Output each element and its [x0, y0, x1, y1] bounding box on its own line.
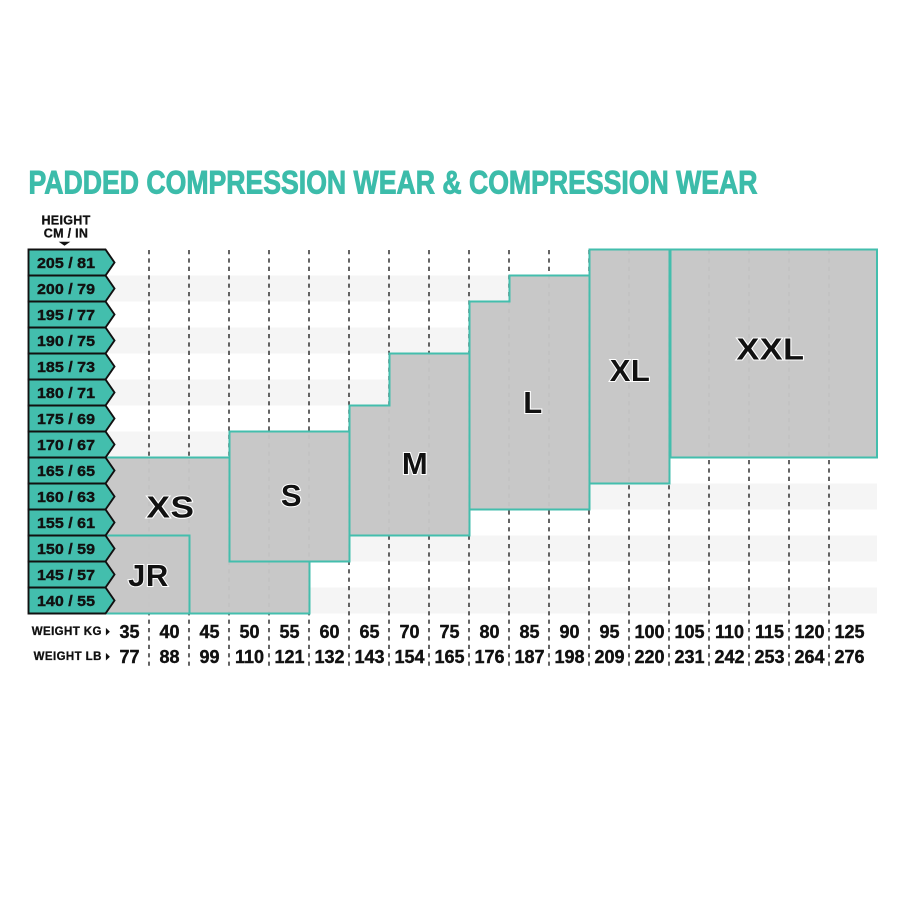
svg-text:100: 100 [634, 622, 664, 642]
svg-text:M: M [402, 446, 428, 481]
svg-text:45: 45 [199, 622, 219, 642]
svg-text:143: 143 [354, 647, 384, 667]
svg-text:145 / 57: 145 / 57 [37, 567, 95, 584]
svg-text:190 / 75: 190 / 75 [37, 333, 95, 350]
svg-text:264: 264 [794, 647, 824, 667]
svg-text:132: 132 [314, 647, 344, 667]
svg-text:160 / 63: 160 / 63 [37, 489, 95, 506]
svg-text:253: 253 [754, 647, 784, 667]
svg-text:XL: XL [610, 353, 651, 388]
svg-text:HEIGHT: HEIGHT [41, 213, 90, 227]
svg-text:105: 105 [674, 622, 704, 642]
svg-text:155 / 61: 155 / 61 [37, 515, 95, 532]
svg-text:115: 115 [755, 622, 784, 642]
svg-text:110: 110 [715, 622, 744, 642]
svg-text:140 / 55: 140 / 55 [37, 593, 95, 610]
svg-text:CM / IN: CM / IN [44, 227, 88, 241]
svg-text:150 / 59: 150 / 59 [37, 541, 95, 558]
svg-text:70: 70 [399, 622, 419, 642]
svg-text:276: 276 [834, 647, 864, 667]
svg-text:231: 231 [674, 647, 704, 667]
svg-text:99: 99 [199, 647, 219, 667]
svg-text:40: 40 [159, 622, 179, 642]
svg-text:154: 154 [394, 647, 424, 667]
svg-text:XXL: XXL [737, 331, 805, 366]
svg-text:200 / 79: 200 / 79 [37, 281, 95, 298]
svg-text:50: 50 [239, 622, 259, 642]
svg-text:75: 75 [439, 622, 459, 642]
svg-text:JR: JR [128, 558, 169, 593]
svg-text:180 / 71: 180 / 71 [37, 385, 95, 402]
svg-text:60: 60 [319, 622, 339, 642]
svg-text:95: 95 [599, 622, 619, 642]
svg-text:242: 242 [714, 647, 744, 667]
svg-text:110: 110 [235, 647, 264, 667]
svg-text:220: 220 [634, 647, 664, 667]
svg-text:165: 165 [434, 647, 464, 667]
svg-text:80: 80 [479, 622, 499, 642]
svg-text:205 / 81: 205 / 81 [37, 255, 95, 272]
svg-text:77: 77 [119, 647, 139, 667]
svg-text:185 / 73: 185 / 73 [37, 359, 95, 376]
svg-text:65: 65 [359, 622, 379, 642]
svg-text:175 / 69: 175 / 69 [37, 411, 95, 428]
svg-text:209: 209 [594, 647, 624, 667]
svg-text:L: L [523, 385, 542, 420]
svg-text:XS: XS [147, 489, 195, 524]
svg-text:176: 176 [474, 647, 504, 667]
svg-text:125: 125 [834, 622, 864, 642]
svg-text:PADDED COMPRESSION WEAR & COMP: PADDED COMPRESSION WEAR & COMPRESSION WE… [29, 165, 758, 201]
svg-text:WEIGHT KG: WEIGHT KG [32, 626, 102, 638]
svg-text:90: 90 [559, 622, 579, 642]
svg-text:88: 88 [159, 647, 179, 667]
svg-text:120: 120 [794, 622, 824, 642]
svg-text:WEIGHT LB: WEIGHT LB [34, 651, 102, 663]
svg-text:85: 85 [519, 622, 539, 642]
svg-text:55: 55 [279, 622, 299, 642]
svg-text:195 / 77: 195 / 77 [37, 307, 95, 324]
svg-text:165 / 65: 165 / 65 [37, 463, 95, 480]
svg-text:170 / 67: 170 / 67 [37, 437, 95, 454]
svg-text:187: 187 [514, 647, 544, 667]
svg-text:35: 35 [119, 622, 139, 642]
svg-text:198: 198 [554, 647, 584, 667]
svg-text:S: S [281, 478, 302, 513]
svg-text:121: 121 [274, 647, 304, 667]
